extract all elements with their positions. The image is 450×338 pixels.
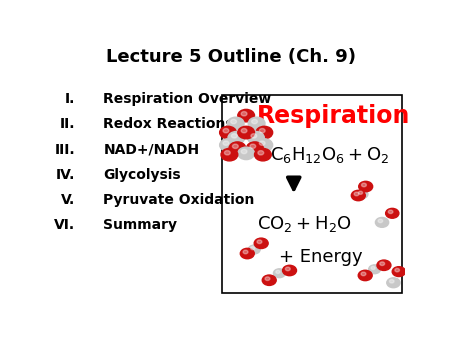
Circle shape (231, 134, 237, 138)
Circle shape (238, 126, 255, 139)
Circle shape (243, 250, 248, 254)
Circle shape (361, 272, 366, 276)
Circle shape (386, 208, 399, 218)
Circle shape (223, 128, 229, 133)
Text: Glycolysis: Glycolysis (104, 168, 181, 182)
Circle shape (229, 142, 246, 154)
Text: Summary: Summary (104, 218, 177, 232)
Text: NAD+/NADH: NAD+/NADH (104, 143, 199, 156)
Circle shape (228, 131, 245, 144)
Circle shape (220, 126, 236, 139)
Circle shape (276, 270, 280, 273)
Circle shape (256, 126, 273, 139)
Circle shape (285, 267, 290, 271)
Circle shape (251, 247, 255, 250)
Circle shape (274, 269, 285, 277)
Circle shape (351, 190, 365, 201)
Circle shape (227, 117, 244, 130)
Circle shape (254, 238, 268, 248)
Text: IV.: IV. (56, 168, 76, 182)
Circle shape (389, 280, 394, 283)
Circle shape (356, 190, 368, 198)
Text: + Energy: + Energy (279, 248, 363, 266)
Text: $\mathregular{CO_2 + H_2O}$: $\mathregular{CO_2 + H_2O}$ (257, 214, 352, 234)
Circle shape (387, 278, 400, 288)
Circle shape (248, 131, 264, 144)
Circle shape (223, 141, 229, 145)
Text: V.: V. (61, 193, 76, 207)
Circle shape (221, 148, 238, 161)
Circle shape (395, 268, 400, 272)
Circle shape (361, 183, 366, 187)
Text: II.: II. (60, 117, 76, 131)
Circle shape (265, 277, 270, 281)
Circle shape (241, 128, 247, 133)
Text: Respiration: Respiration (256, 104, 410, 128)
Circle shape (238, 147, 255, 160)
Bar (222, 95, 401, 293)
Circle shape (241, 149, 247, 154)
Text: VI.: VI. (54, 218, 76, 232)
Circle shape (378, 219, 382, 223)
Circle shape (255, 148, 271, 161)
Circle shape (358, 270, 372, 281)
Circle shape (380, 262, 385, 266)
Text: Redox Reactions: Redox Reactions (104, 117, 234, 131)
Circle shape (231, 119, 237, 124)
Circle shape (377, 260, 391, 270)
Circle shape (250, 144, 256, 148)
Circle shape (359, 191, 363, 194)
Text: Pyruvate Oxidation: Pyruvate Oxidation (104, 193, 255, 207)
Circle shape (232, 144, 238, 148)
Circle shape (256, 139, 273, 151)
Circle shape (388, 210, 393, 214)
Circle shape (238, 110, 255, 122)
Text: III.: III. (55, 143, 76, 156)
Text: Respiration Overview: Respiration Overview (104, 92, 272, 106)
Circle shape (248, 245, 260, 254)
Circle shape (369, 265, 381, 274)
Text: I.: I. (65, 92, 76, 106)
Circle shape (283, 265, 297, 276)
Circle shape (375, 217, 389, 227)
Circle shape (241, 112, 247, 116)
Circle shape (251, 134, 257, 138)
Circle shape (225, 151, 230, 155)
Circle shape (258, 151, 264, 155)
Circle shape (248, 117, 265, 130)
Circle shape (220, 139, 236, 151)
Circle shape (259, 128, 265, 133)
Circle shape (259, 141, 265, 145)
Circle shape (262, 275, 276, 285)
Circle shape (392, 267, 405, 276)
Circle shape (359, 181, 373, 192)
Text: Lecture 5 Outline (Ch. 9): Lecture 5 Outline (Ch. 9) (106, 48, 356, 67)
Circle shape (247, 142, 263, 154)
Circle shape (257, 240, 262, 244)
Circle shape (240, 248, 254, 259)
Circle shape (252, 119, 257, 124)
Text: $\mathregular{C_6H_{12}O_6 + O_2}$: $\mathregular{C_6H_{12}O_6 + O_2}$ (270, 145, 389, 165)
Circle shape (354, 192, 359, 196)
Circle shape (371, 266, 375, 269)
